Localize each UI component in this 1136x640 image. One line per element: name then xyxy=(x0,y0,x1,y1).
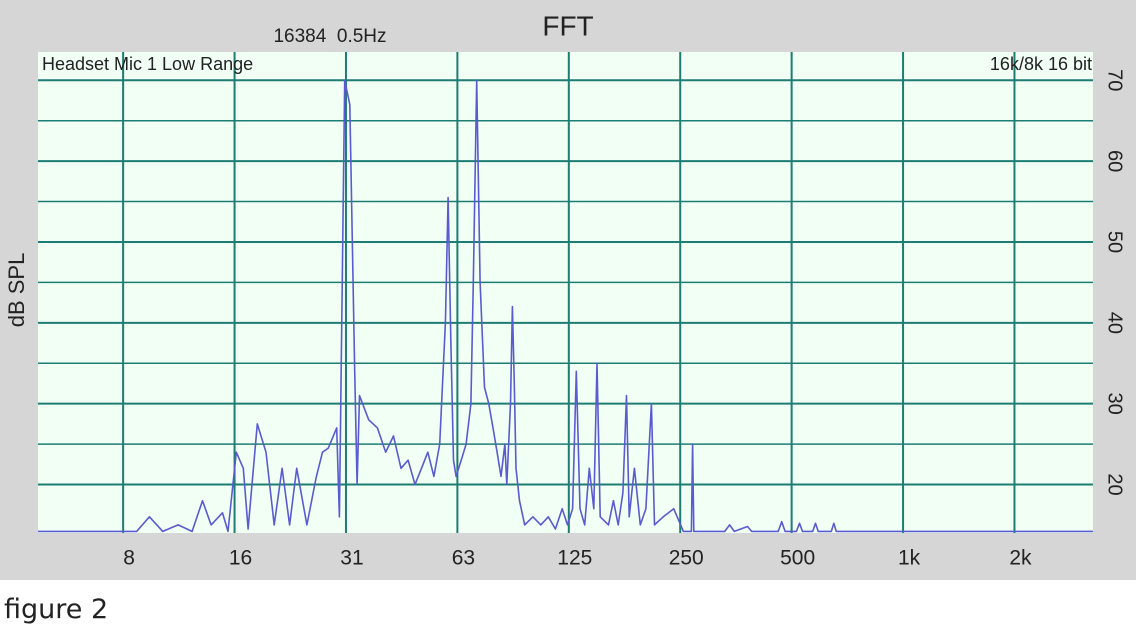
x-tick-label: 250 xyxy=(669,547,704,570)
x-tick-label: 2k xyxy=(1009,547,1032,570)
y-tick-label: 20 xyxy=(1104,473,1126,495)
chart-title: FFT xyxy=(542,10,593,41)
x-tick-label: 8 xyxy=(123,547,135,570)
annotation: Headset Mic 1 Low Range xyxy=(42,54,253,74)
x-tick-label: 16 xyxy=(229,547,252,570)
y-tick-label: 40 xyxy=(1104,312,1126,334)
marks xyxy=(38,79,1093,533)
x-tick-label: 31 xyxy=(340,547,363,570)
y-tick-label: 70 xyxy=(1104,69,1126,91)
x-tick-label: 63 xyxy=(452,547,475,570)
y-tick-label: 60 xyxy=(1104,150,1126,172)
chart-subtitle: 16384 0.5Hz xyxy=(273,26,386,47)
annotation: 16k/8k 16 bit xyxy=(990,54,1092,74)
chart: FFT 16384 0.5Hz Headset Mic 1 Low Range 16k… xyxy=(0,0,1136,580)
spectrum-line xyxy=(38,79,1093,533)
y-axis-label: dB SPL xyxy=(4,253,29,328)
grid xyxy=(38,52,1093,533)
figure-caption: figure 2 xyxy=(4,594,109,625)
x-tick-label: 1k xyxy=(898,547,921,570)
y-tick-label: 50 xyxy=(1104,231,1126,253)
y-tick-label: 30 xyxy=(1104,393,1126,415)
x-tick-label: 125 xyxy=(557,547,592,570)
x-tick-label: 500 xyxy=(780,547,815,570)
plot-background xyxy=(38,52,1093,533)
